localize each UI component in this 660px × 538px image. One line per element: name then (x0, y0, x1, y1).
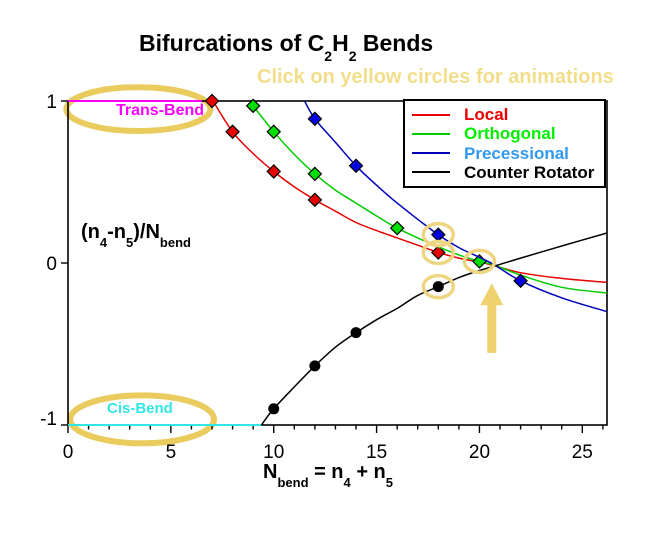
local-marker (307, 192, 323, 208)
text-segment: -n (107, 221, 127, 243)
counter-rotator-legend-line-icon (412, 171, 450, 174)
orthogonal-yellow-circle[interactable] (462, 248, 497, 275)
text-segment: 5 (385, 475, 394, 491)
text-segment: 4 (99, 235, 108, 251)
text-segment: Bifurcations of C (139, 30, 325, 56)
legend-label: Local (464, 105, 509, 125)
text-segment: + n (350, 461, 386, 483)
y-tick-label: -1 (40, 409, 57, 430)
text-segment: 5 (126, 235, 134, 251)
x-tick-label: 10 (263, 442, 284, 463)
orthogonal-legend-line-icon (412, 132, 450, 135)
orthogonal-marker (266, 124, 282, 140)
local-marker (266, 164, 282, 179)
legend-row-orthogonal: Orthogonal (412, 124, 604, 143)
legend-label: Orthogonal (464, 124, 556, 144)
precessional-legend-line-icon (412, 152, 450, 155)
counter-rotator-marker (350, 327, 362, 339)
cis-bend-label: Cis-Bend (107, 400, 173, 417)
x-tick-label: 0 (63, 442, 74, 463)
text-segment: bend (277, 475, 309, 491)
y-tick-label: 0 (46, 254, 57, 275)
orthogonal-marker (389, 220, 405, 236)
chart-title: Bifurcations of C2H2 Bends (139, 30, 434, 63)
local-legend-line-icon (412, 113, 450, 116)
precessional-marker (513, 273, 528, 289)
text-segment: (n (81, 221, 100, 243)
legend-label: Precessional (464, 143, 569, 163)
legend: Local Orthogonal Precessional Counter Rotat… (403, 99, 606, 188)
local-marker (225, 124, 240, 140)
trans-bend-yellow-ellipse[interactable] (63, 84, 214, 134)
counter-rotator-marker (309, 360, 321, 372)
orthogonal-curve (252, 105, 608, 294)
text-segment: 2 (348, 47, 357, 64)
legend-label: Counter Rotator (464, 162, 595, 182)
precessional-marker (430, 227, 446, 242)
trans-bend-label: Trans-Bend (116, 102, 205, 119)
x-tick-label: 5 (166, 442, 177, 463)
orthogonal-marker (245, 98, 261, 114)
bifurcation-arrow-icon (480, 283, 504, 353)
x-tick-label: 20 (469, 442, 490, 463)
text-segment: N (263, 461, 278, 483)
orthogonal-marker (307, 166, 323, 182)
text-segment: = n (308, 461, 344, 483)
y-tick-label: 1 (46, 92, 57, 113)
text-segment: Bends (356, 30, 434, 56)
counter-rotator-marker (432, 281, 444, 293)
x-tick-label: 15 (366, 442, 387, 463)
legend-row-precessional: Precessional (412, 144, 604, 163)
legend-row-local: Local (412, 105, 604, 124)
text-segment: H (332, 30, 349, 56)
counter-rotator-marker (268, 403, 280, 415)
y-axis-label: (n4-n5)/Nbend (81, 221, 191, 249)
cis-bend-yellow-ellipse[interactable] (67, 392, 218, 447)
chart-subtitle: Click on yellow circles for animations (257, 66, 614, 88)
counter-rotator-curve (260, 232, 608, 426)
local-marker (204, 93, 220, 109)
text-segment: bend (159, 235, 191, 251)
precessional-yellow-circle[interactable] (421, 221, 456, 248)
precessional-marker (307, 111, 323, 127)
precessional-marker (348, 158, 364, 174)
local-yellow-circle[interactable] (421, 239, 456, 266)
local-marker (430, 245, 446, 260)
text-segment: )/N (133, 221, 160, 243)
x-tick-label: 25 (572, 442, 593, 463)
text-segment: 4 (343, 475, 351, 491)
legend-row-counter-rotator: Counter Rotator (412, 163, 604, 182)
x-axis-label: Nbend = n4 + n5 (263, 461, 393, 489)
counter-rotator-yellow-circle[interactable] (421, 273, 456, 300)
text-segment: 2 (324, 47, 333, 64)
